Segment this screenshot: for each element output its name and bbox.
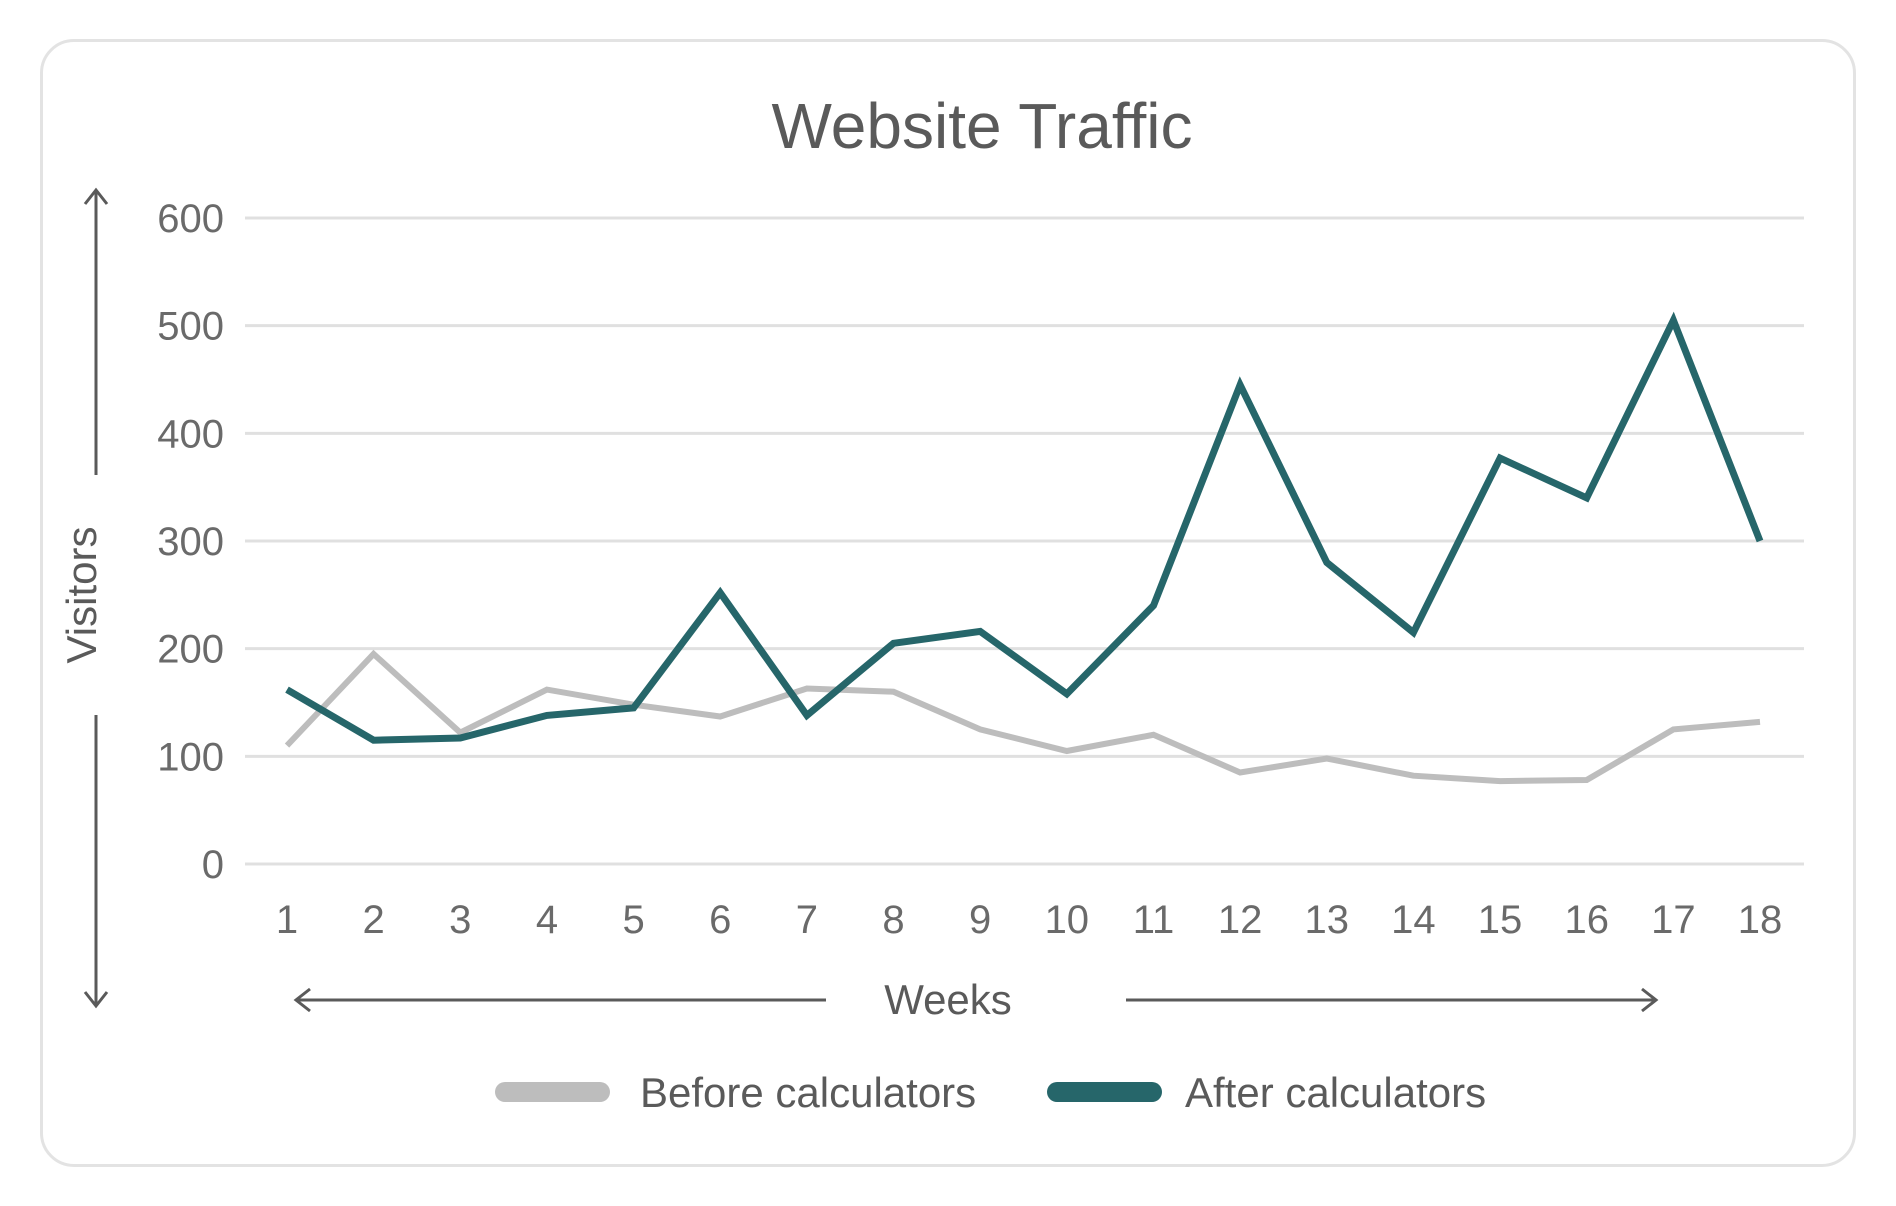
x-tick-label: 17: [1651, 898, 1696, 942]
chart-title: Website Traffic: [772, 90, 1193, 162]
series-line-after: [285, 311, 1764, 744]
x-tick-label: 11: [1133, 898, 1175, 942]
x-tick-label: 4: [536, 898, 558, 942]
x-tick-label: 8: [882, 898, 904, 942]
x-tick-label: 12: [1218, 898, 1263, 942]
x-tick-label: 15: [1478, 898, 1523, 942]
y-tick-label: 200: [157, 628, 224, 672]
y-axis-label-group: Visitors: [58, 187, 109, 1009]
y-tick-label: 100: [157, 735, 224, 779]
chart-card: [40, 39, 1856, 1167]
x-tick-label: 1: [276, 898, 298, 942]
gridlines: [245, 216, 1804, 866]
legend-label-after: After calculators: [1185, 1069, 1486, 1116]
x-tick-labels: 1 2 3 4 5 6 7 8 9 10 11 12 13 14 15 16 17 18: [276, 898, 1782, 942]
x-tick-label: 9: [969, 898, 991, 942]
series-lines: [284, 311, 1764, 785]
x-tick-label: 7: [796, 898, 818, 942]
y-tick-labels: 0 100 200 300 400 500 600: [157, 197, 224, 887]
y-axis-label: Visitors: [58, 527, 105, 664]
legend-label-before: Before calculators: [640, 1069, 976, 1116]
y-tick-label: 400: [157, 412, 224, 456]
x-tick-label: 13: [1305, 898, 1350, 942]
y-tick-label: 500: [157, 305, 224, 349]
x-tick-label: 6: [709, 898, 731, 942]
y-tick-label: 0: [202, 843, 224, 887]
x-tick-label: 14: [1391, 898, 1436, 942]
x-tick-label: 10: [1045, 898, 1090, 942]
x-tick-label: 3: [449, 898, 471, 942]
y-tick-label: 300: [157, 520, 224, 564]
x-tick-label: 16: [1564, 898, 1609, 942]
legend: Before calculators After calculators: [495, 1069, 1486, 1116]
x-axis-arrowhead-left: [293, 987, 311, 1013]
x-tick-label: 18: [1738, 898, 1783, 942]
y-axis-arrowhead-down: [83, 991, 109, 1009]
x-tick-label: 5: [622, 898, 644, 942]
x-axis-label-group: Weeks: [293, 976, 1659, 1023]
x-axis-arrowhead-right: [1641, 987, 1659, 1013]
x-axis-label: Weeks: [884, 976, 1012, 1023]
y-tick-label: 600: [157, 197, 224, 241]
x-tick-label: 2: [363, 898, 385, 942]
y-axis-arrowhead-up: [83, 187, 109, 205]
series-line-before: [284, 649, 1761, 785]
